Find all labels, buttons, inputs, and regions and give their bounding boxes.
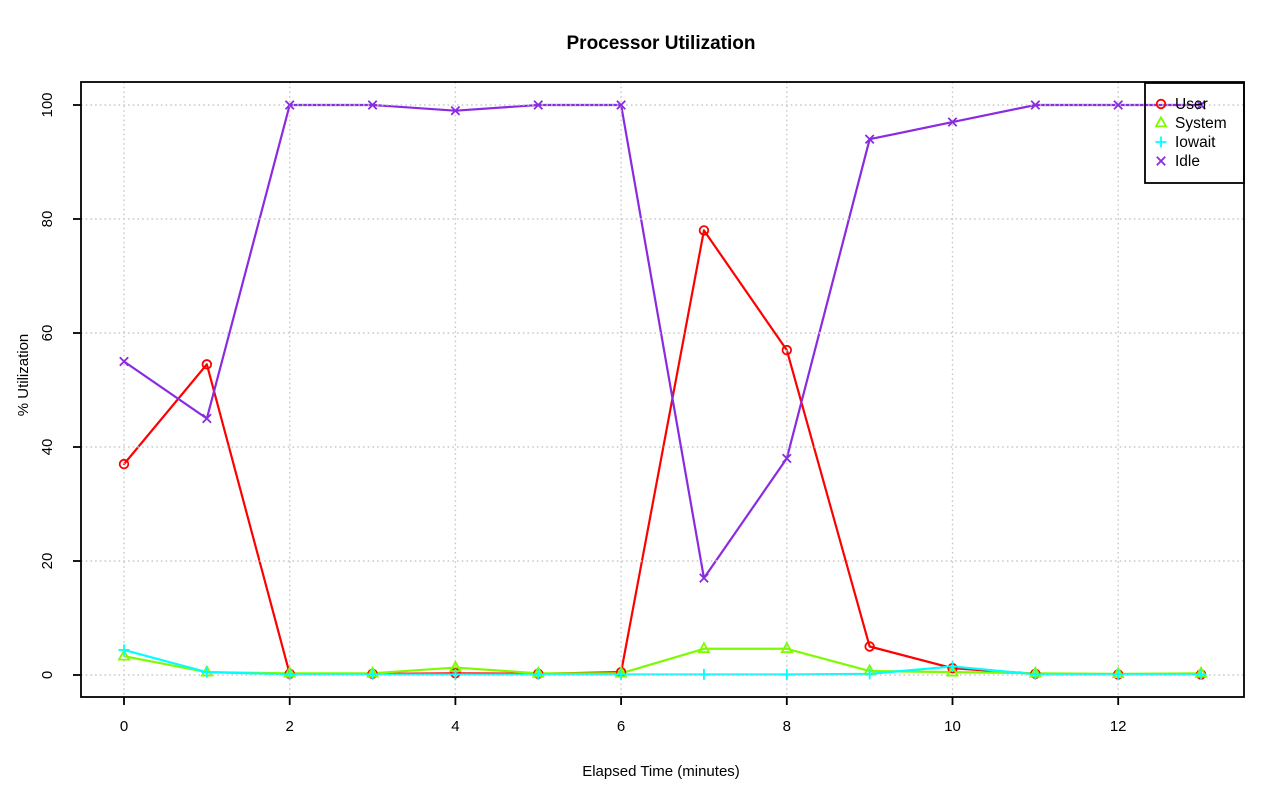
x-axis-label: Elapsed Time (minutes) [582,763,740,780]
data-point [781,453,792,464]
data-point [533,100,544,110]
data-point [284,100,295,110]
data-point [532,668,544,680]
data-point [118,644,130,656]
x-tick-label: 8 [783,718,791,735]
data-point [698,225,710,236]
series-lines [122,103,1203,676]
legend-marker-idle [1156,156,1166,166]
legend: User System Iowait Idle [1144,82,1245,184]
legend-label-system: System [1175,115,1227,132]
chart-title: Processor Utilization [567,33,756,54]
y-tick-label: 40 [39,439,56,456]
legend-marker-user [1155,98,1167,110]
y-axis-label: % Utilization [15,334,32,417]
data-point [202,413,212,424]
data-point [1195,668,1207,680]
y-tick-label: 60 [39,325,56,342]
legend-marker-system [1154,115,1168,128]
data-point [117,648,131,661]
x-tick-label: 0 [120,718,128,735]
data-point [947,660,958,672]
y-tick-label: 20 [39,553,56,570]
data-point [201,666,213,678]
data-point [201,359,213,370]
data-point [449,668,461,680]
data-point [1029,668,1041,680]
data-point [1030,100,1041,110]
data-point [945,664,960,677]
axis-ticks [73,104,1120,705]
data-point [367,100,378,110]
data-point [1196,100,1206,110]
data-point [284,668,296,680]
y-tick-label: 0 [39,671,56,679]
data-point [864,134,875,145]
data-point [864,668,876,680]
series-markers-iowait [118,644,1207,680]
x-tick-label: 12 [1110,718,1127,735]
series-line-iowait [122,648,1203,676]
data-point [616,100,626,110]
legend-item-idle: Idle [1156,153,1200,170]
data-point [615,668,627,680]
data-point [450,105,461,116]
y-tick-label: 100 [39,92,56,117]
data-point [698,668,710,680]
data-point [699,573,709,583]
series-line-user [122,229,1203,676]
data-point [780,641,794,654]
legend-item-user: User [1155,96,1208,113]
data-point [1112,668,1124,680]
legend-marker-iowait [1155,136,1167,148]
data-point [781,344,793,356]
series-line-idle [122,103,1203,580]
x-tick-label: 6 [617,718,625,735]
x-tick-label: 10 [944,718,961,735]
data-point [367,668,379,680]
data-point [1113,100,1124,110]
legend-box [1144,82,1245,184]
data-point [947,117,958,127]
legend-label-user: User [1175,96,1208,113]
data-point [781,668,793,680]
legend-item-iowait: Iowait [1155,134,1216,151]
legend-item-system: System [1154,115,1227,132]
data-point [864,641,875,652]
data-point [119,356,129,367]
data-point [118,458,130,470]
series-markers-idle [119,100,1206,583]
plot-border [80,81,1245,698]
legend-label-iowait: Iowait [1175,134,1216,151]
x-tick-label: 2 [286,718,294,735]
grid [81,82,1244,697]
y-tick-label: 80 [39,211,56,228]
axis-tick-labels: 0 2 4 6 8 10 12 0 20 40 60 80 100 [39,92,1127,735]
legend-label-idle: Idle [1175,153,1200,170]
x-tick-label: 4 [451,718,459,735]
data-point [697,641,711,654]
